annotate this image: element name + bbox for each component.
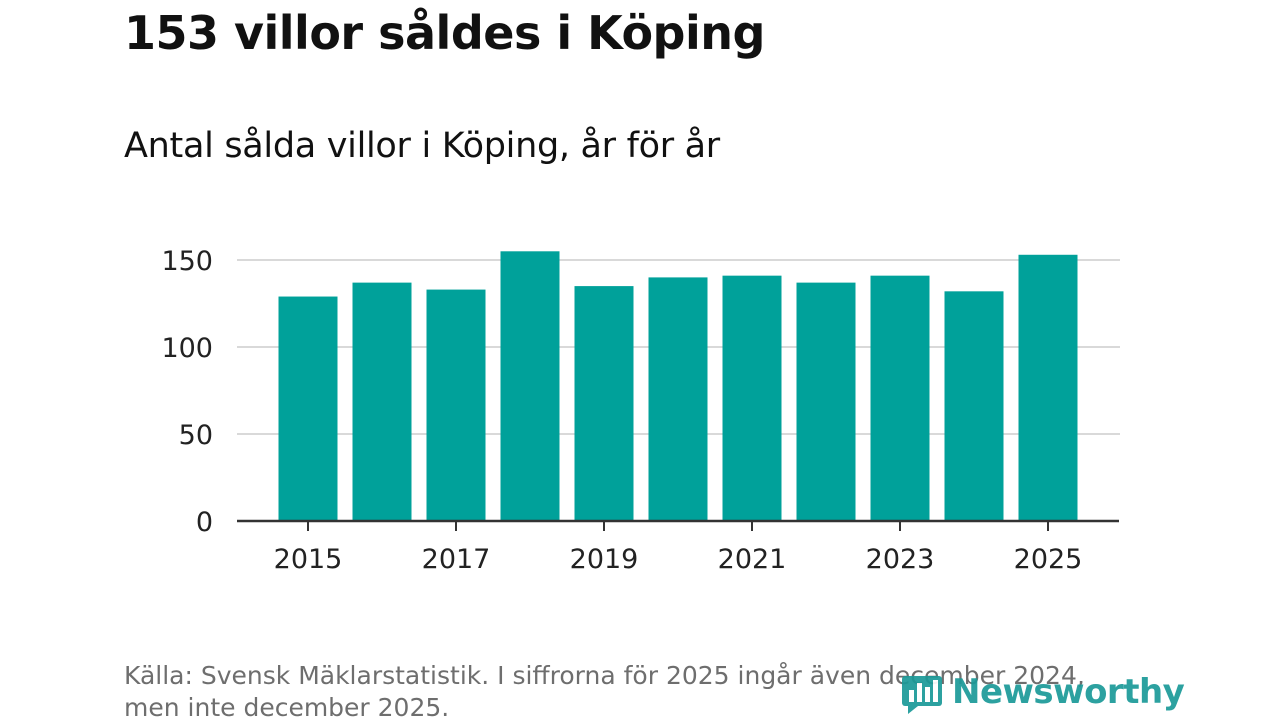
- y-tick-label-50: 50: [179, 420, 213, 451]
- y-tick-label-100: 100: [161, 333, 213, 364]
- bar-2017: [426, 289, 486, 521]
- bar-2015: [278, 296, 338, 521]
- bar-chart: 0 50 100 150 2015 2017 2019 2021 2023 2025: [161, 246, 1120, 575]
- x-tick-label-2025: 2025: [1014, 544, 1083, 575]
- bar-2023: [870, 275, 930, 521]
- newsworthy-logo: Newsworthy: [900, 670, 1185, 714]
- y-tick-label-150: 150: [161, 246, 213, 277]
- bar-2019: [574, 286, 634, 521]
- bar-chart-logo-icon: [902, 676, 942, 714]
- bar-2021: [722, 275, 782, 521]
- y-tick-label-0: 0: [196, 507, 213, 538]
- x-tick-label-2019: 2019: [570, 544, 639, 575]
- bar-2025: [1018, 254, 1078, 521]
- bars: [278, 251, 1078, 522]
- chart-subtitle: Antal sålda villor i Köping, år för år: [124, 126, 720, 166]
- x-tick-label-2017: 2017: [422, 544, 491, 575]
- x-tick-label-2023: 2023: [866, 544, 935, 575]
- x-tick-label-2015: 2015: [274, 544, 343, 575]
- bar-2022: [796, 282, 856, 521]
- bar-2018: [500, 251, 560, 522]
- bar-2020: [648, 277, 708, 521]
- x-tick-label-2021: 2021: [718, 544, 787, 575]
- bar-2016: [352, 282, 412, 521]
- chart-title: 153 villor såldes i Köping: [124, 6, 765, 60]
- axes: 0 50 100 150 2015 2017 2019 2021 2023 2025: [161, 246, 1119, 575]
- brand-name: Newsworthy: [952, 672, 1185, 712]
- bar-2024: [944, 291, 1004, 521]
